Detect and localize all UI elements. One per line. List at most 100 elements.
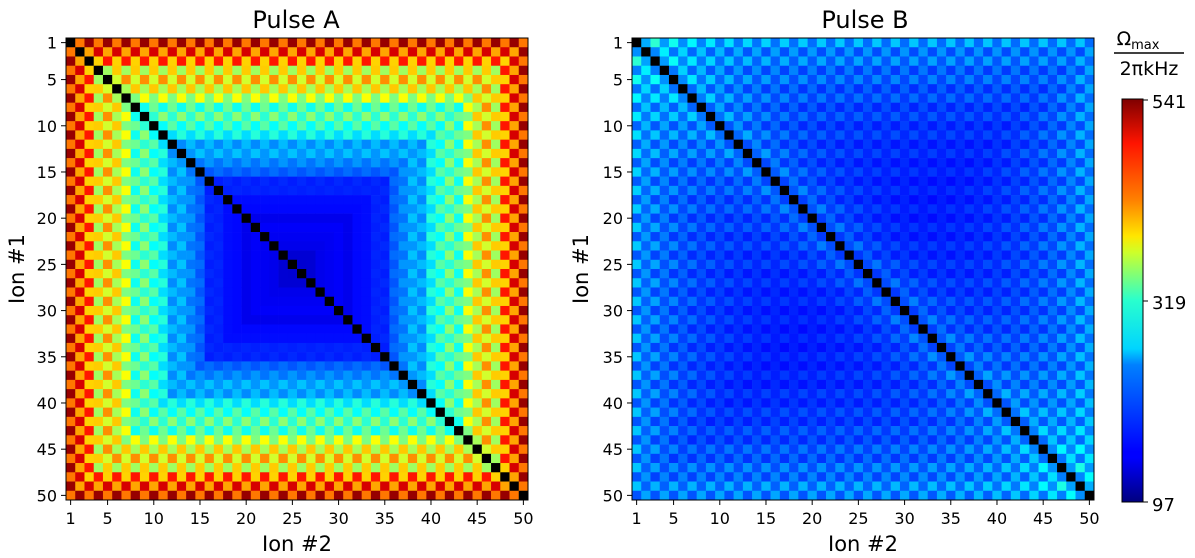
heatmap-cell [481, 315, 492, 325]
heatmap-cell [844, 176, 855, 187]
heatmap-cell [816, 472, 827, 482]
heatmap-cell [881, 241, 892, 251]
heatmap-cell [426, 361, 436, 371]
heatmap-cell [826, 241, 836, 251]
heatmap-cell [835, 426, 845, 436]
heatmap-cell [816, 296, 827, 307]
heatmap-cell [232, 315, 242, 325]
heatmap-cell [112, 176, 122, 187]
heatmap-cell [84, 324, 95, 334]
heatmap-cell [992, 148, 1002, 159]
heatmap-cell [881, 398, 892, 408]
heatmap-cell [250, 379, 261, 390]
heatmap-cell [195, 490, 205, 501]
heatmap-cell [167, 47, 178, 57]
heatmap-cell [500, 407, 510, 418]
heatmap-cell [195, 259, 205, 270]
heatmap-cell [650, 148, 661, 159]
heatmap-cell [130, 84, 141, 94]
heatmap-cell [241, 453, 252, 464]
heatmap-cell [389, 278, 399, 288]
heatmap-cell [641, 148, 651, 159]
heatmap-cell [752, 389, 762, 399]
heatmap-cell [333, 342, 344, 353]
heatmap-cell [93, 213, 104, 224]
heatmap-cell [444, 232, 455, 242]
heatmap-cell [890, 361, 901, 371]
heatmap-cell [659, 130, 670, 140]
heatmap-cell [761, 158, 771, 168]
heatmap-cell [352, 352, 362, 362]
heatmap-cell [899, 74, 910, 85]
heatmap-cell [687, 213, 697, 224]
heatmap-cell [407, 213, 418, 224]
heatmap-cell [417, 389, 427, 399]
heatmap-cell [417, 65, 427, 76]
heatmap-cell [632, 56, 642, 67]
heatmap-cell [955, 342, 965, 353]
heatmap-cell [705, 102, 716, 113]
heatmap-cell [724, 259, 734, 270]
heatmap-cell [770, 241, 781, 251]
heatmap-cell [315, 167, 326, 177]
heatmap-cell [826, 167, 836, 177]
heatmap-cell [269, 65, 279, 76]
heatmap-cell [733, 472, 744, 482]
heatmap-cell [973, 324, 984, 334]
heatmap-cell [398, 148, 409, 159]
heatmap-cell [352, 158, 362, 168]
heatmap-cell [1066, 167, 1076, 177]
heatmap-cell [370, 185, 381, 196]
heatmap-cell [398, 370, 409, 381]
heatmap-cell [779, 167, 790, 177]
heatmap-cell [389, 435, 399, 445]
heatmap-cell [278, 296, 289, 307]
heatmap-cell [287, 361, 298, 371]
heatmap-cell [789, 463, 799, 473]
heatmap-cell [983, 65, 993, 76]
heatmap-cell [370, 278, 381, 288]
heatmap-cell [789, 121, 799, 131]
heatmap-cell [927, 167, 938, 177]
heatmap-cell [444, 167, 455, 177]
heatmap-cell [733, 93, 744, 103]
heatmap-cell [260, 250, 270, 261]
heatmap-cell [696, 185, 707, 196]
heatmap-cell [890, 139, 901, 150]
heatmap-cell [973, 74, 984, 85]
heatmap-cell [973, 139, 984, 150]
heatmap-cell [343, 389, 353, 399]
heatmap-cell [1075, 333, 1086, 344]
heatmap-cell [826, 93, 836, 103]
heatmap-cell [1057, 472, 1067, 482]
heatmap-cell [789, 370, 799, 381]
heatmap-cell [158, 176, 168, 187]
heatmap-cell [964, 84, 975, 94]
heatmap-cell [964, 333, 975, 344]
heatmap-cell [112, 232, 122, 242]
heatmap-cell [844, 93, 855, 103]
heatmap-cell [853, 472, 864, 482]
heatmap-cell [435, 333, 446, 344]
heatmap-cell [241, 269, 252, 279]
heatmap-cell [204, 435, 215, 445]
heatmap-cell [481, 102, 492, 113]
heatmap-cell [964, 416, 975, 427]
heatmap-cell [798, 148, 808, 159]
heatmap-cell [121, 490, 131, 501]
heatmap-cell [509, 398, 520, 408]
heatmap-cell [1075, 342, 1086, 353]
heatmap-cell [964, 472, 975, 482]
heatmap-cell [167, 361, 178, 371]
heatmap-cell [687, 241, 697, 251]
heatmap-cell [333, 296, 344, 307]
heatmap-cell [761, 84, 771, 94]
heatmap-cell [417, 232, 427, 242]
heatmap-cell [297, 204, 307, 214]
heatmap-cell [102, 74, 113, 85]
heatmap-cell [1029, 287, 1039, 298]
heatmap-cell [324, 444, 335, 455]
heatmap-cell [1010, 287, 1021, 298]
heatmap-cell [444, 259, 455, 270]
heatmap-cell [946, 130, 956, 140]
